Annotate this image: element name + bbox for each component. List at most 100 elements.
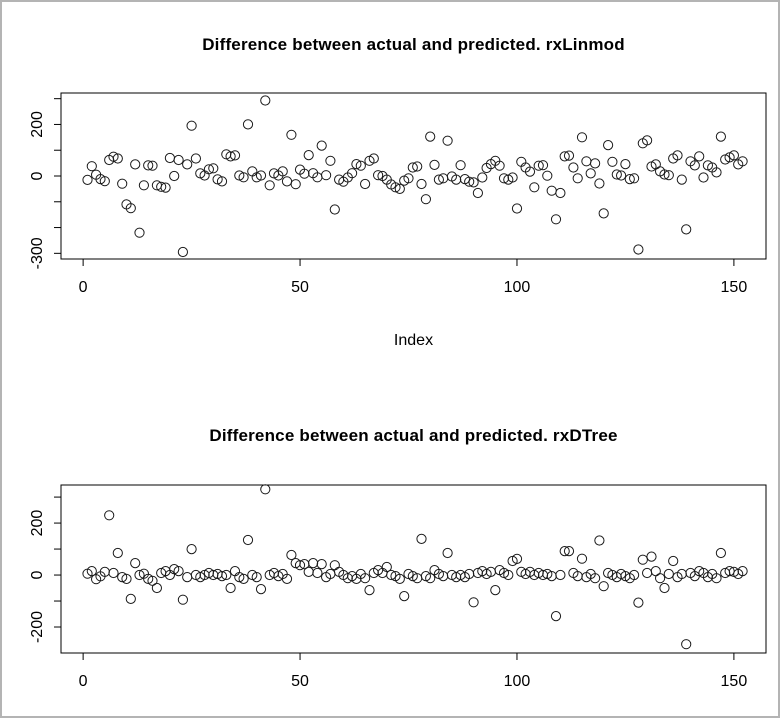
data-point [117, 178, 128, 189]
data-point [689, 160, 700, 171]
data-point [455, 160, 466, 171]
data-point [303, 566, 314, 578]
data-point [86, 566, 97, 577]
data-point [663, 568, 674, 580]
data-point [594, 535, 605, 546]
x-tick-label: 100 [504, 673, 531, 690]
data-point [607, 156, 618, 167]
data-point [681, 224, 692, 235]
data-point [351, 159, 362, 170]
data-point [238, 573, 249, 585]
data-point [121, 573, 132, 585]
data-point [308, 558, 319, 569]
y-tick-label: 0 [29, 570, 46, 579]
x-tick-label: 100 [504, 279, 531, 296]
data-point [134, 227, 145, 238]
plot-title-rxlinmod: Difference between actual and predicted.… [202, 35, 625, 54]
data-point [550, 611, 562, 622]
data-point [559, 546, 570, 557]
data-point [216, 176, 228, 187]
data-point [147, 575, 158, 586]
data-point [173, 566, 184, 577]
data-point [620, 159, 631, 170]
data-point [546, 185, 557, 196]
data-point [585, 168, 596, 179]
data-point [559, 151, 570, 162]
data-point [221, 569, 232, 581]
data-point [329, 204, 340, 215]
data-point [537, 160, 549, 171]
data-point [555, 187, 566, 199]
data-point [234, 170, 245, 181]
data-point [433, 174, 444, 185]
data-point [672, 150, 683, 161]
data-point [225, 582, 236, 594]
data-point [633, 244, 644, 255]
data-point [112, 547, 123, 559]
data-point [234, 572, 245, 583]
data-point [386, 569, 397, 581]
data-point [281, 176, 293, 187]
data-point [524, 166, 536, 177]
data-point [503, 569, 514, 581]
x-tick-label: 50 [291, 673, 309, 690]
data-point [425, 131, 436, 142]
data-point [550, 214, 562, 225]
data-point [407, 162, 418, 173]
data-point [364, 585, 375, 596]
data-point [698, 172, 709, 183]
data-point [164, 152, 175, 164]
data-point [169, 170, 180, 182]
data-point [511, 553, 523, 565]
data-point [286, 549, 297, 561]
data-point [429, 159, 440, 170]
data-point [151, 582, 162, 594]
data-point [112, 153, 123, 164]
data-point [594, 178, 605, 189]
data-point [403, 173, 414, 184]
data-point [208, 163, 219, 174]
data-point [86, 161, 97, 172]
data-point [138, 180, 149, 191]
data-point [563, 150, 575, 161]
data-point [642, 567, 653, 579]
data-point [442, 547, 453, 559]
data-point [498, 173, 510, 184]
data-point [681, 639, 692, 650]
data-point [360, 178, 371, 190]
data-point [715, 131, 727, 142]
y-tick-label: 200 [29, 510, 46, 537]
y-tick-label: 0 [29, 171, 46, 180]
data-point [425, 573, 436, 584]
data-point [169, 564, 180, 575]
data-point [312, 567, 323, 579]
x-tick-label: 50 [291, 279, 309, 296]
data-point [99, 176, 110, 187]
data-point [321, 170, 332, 181]
data-point [130, 558, 141, 569]
plot-title-rxdtree: Difference between actual and predicted.… [209, 426, 618, 445]
data-point [629, 569, 640, 581]
data-point [711, 573, 722, 584]
data-point [303, 150, 314, 161]
data-point [590, 158, 601, 169]
data-point [563, 546, 575, 557]
data-point [242, 119, 254, 130]
data-point [598, 208, 609, 219]
data-point [611, 169, 622, 180]
data-point [442, 135, 453, 146]
data-point [108, 567, 119, 579]
data-point [134, 569, 145, 581]
data-point [464, 176, 475, 187]
data-point [182, 159, 193, 170]
data-point [477, 172, 488, 183]
data-point [416, 533, 427, 545]
data-point [355, 160, 366, 171]
data-point [394, 573, 405, 585]
data-point [646, 551, 657, 562]
data-point [568, 162, 579, 173]
data-point [507, 172, 518, 183]
data-point [255, 584, 267, 595]
data-point [555, 569, 566, 581]
